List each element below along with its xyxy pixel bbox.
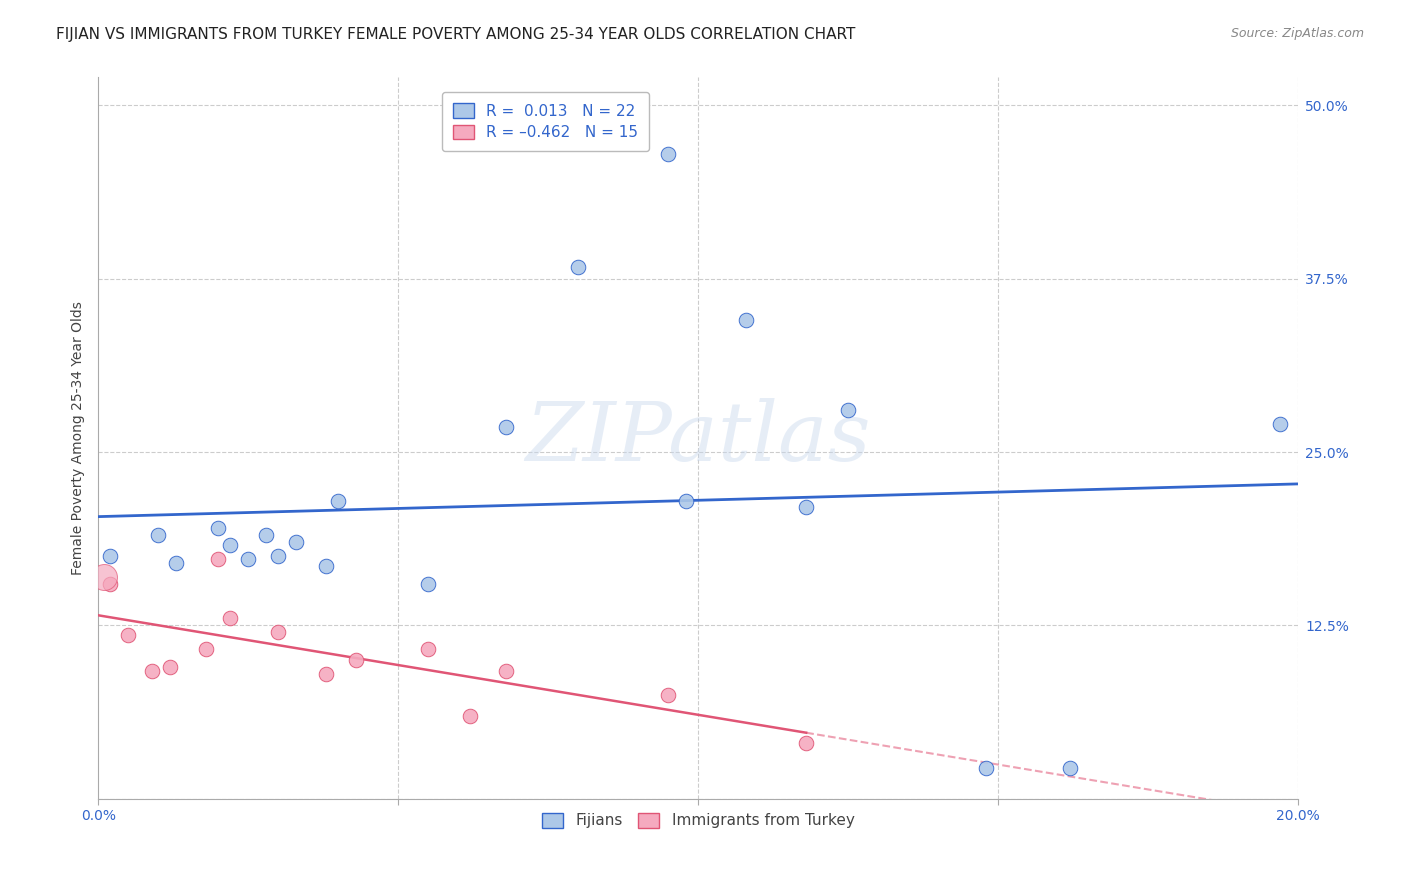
Point <box>495 664 517 678</box>
Text: Source: ZipAtlas.com: Source: ZipAtlas.com <box>1230 27 1364 40</box>
Point <box>285 535 308 549</box>
Point <box>1059 761 1081 775</box>
Point <box>315 667 337 681</box>
Text: FIJIAN VS IMMIGRANTS FROM TURKEY FEMALE POVERTY AMONG 25-34 YEAR OLDS CORRELATIO: FIJIAN VS IMMIGRANTS FROM TURKEY FEMALE … <box>56 27 856 42</box>
Point <box>219 611 242 625</box>
Point <box>418 576 440 591</box>
Point <box>159 660 181 674</box>
Point <box>328 493 350 508</box>
Point <box>344 653 367 667</box>
Text: ZIPatlas: ZIPatlas <box>526 398 870 478</box>
Point <box>675 493 697 508</box>
Point <box>117 628 139 642</box>
Point <box>207 551 229 566</box>
Point <box>207 521 229 535</box>
Point <box>219 538 242 552</box>
Point <box>148 528 170 542</box>
Point <box>141 664 163 678</box>
Point <box>735 313 758 327</box>
Point <box>100 576 122 591</box>
Point <box>458 708 481 723</box>
Point <box>267 625 290 640</box>
Point <box>495 420 517 434</box>
Point <box>315 558 337 573</box>
Point <box>238 551 260 566</box>
Point <box>93 570 115 584</box>
Point <box>165 556 187 570</box>
Point <box>657 688 679 702</box>
Point <box>254 528 277 542</box>
Point <box>837 403 859 417</box>
Point <box>794 736 817 750</box>
Point <box>418 642 440 657</box>
Point <box>267 549 290 563</box>
Point <box>567 260 589 275</box>
Legend: Fijians, Immigrants from Turkey: Fijians, Immigrants from Turkey <box>536 806 860 835</box>
Point <box>100 549 122 563</box>
Point <box>657 146 679 161</box>
Point <box>794 500 817 515</box>
Point <box>195 642 218 657</box>
Y-axis label: Female Poverty Among 25-34 Year Olds: Female Poverty Among 25-34 Year Olds <box>72 301 86 575</box>
Point <box>1268 417 1291 432</box>
Point <box>974 761 997 775</box>
